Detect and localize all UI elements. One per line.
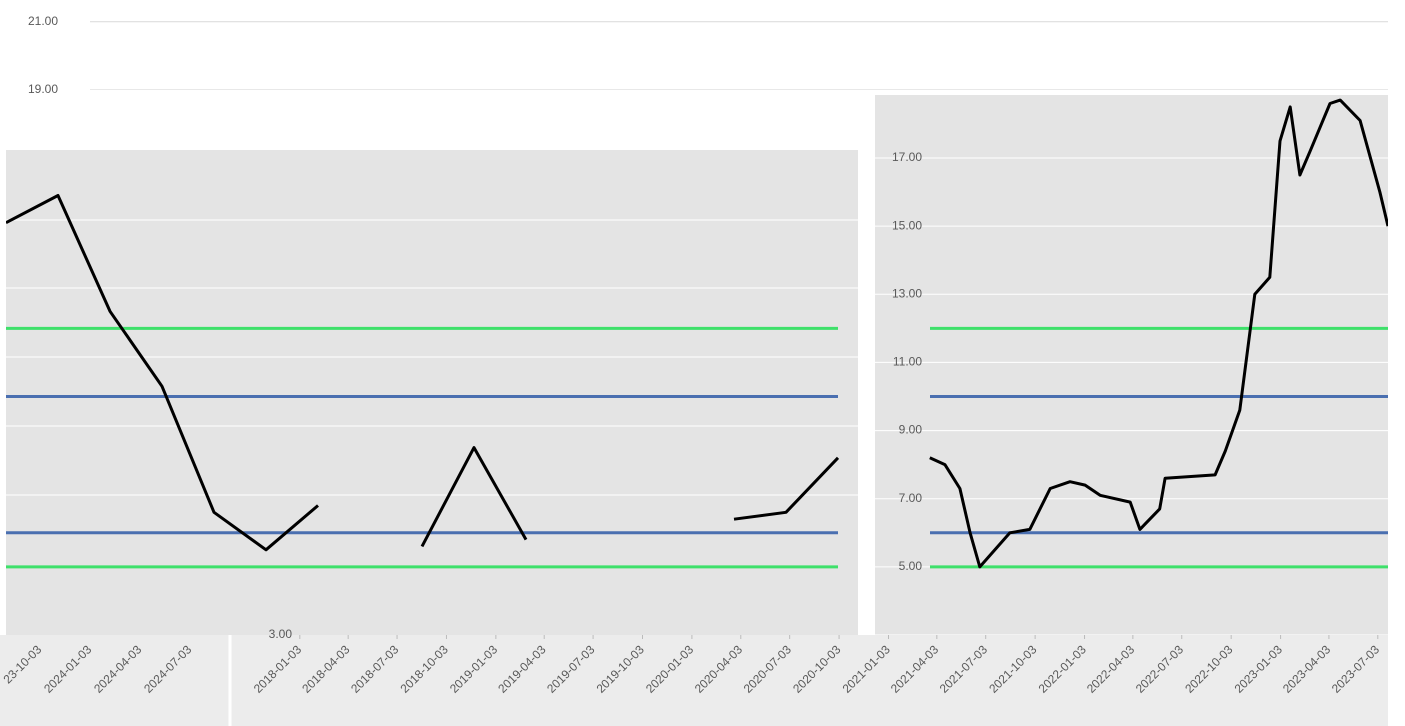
y-tick-label: 17.00: [892, 150, 922, 164]
y-tick-label: 9.00: [899, 423, 923, 437]
left-plot: [6, 194, 858, 569]
y-tick-label: 19.00: [28, 82, 58, 96]
y-tick-label: 13.00: [892, 286, 922, 300]
y-tick-label: 15.00: [892, 218, 922, 232]
y-tick-label: 21.00: [28, 14, 58, 28]
y-tick-label: 7.00: [899, 491, 923, 505]
y-tick-label: 5.00: [899, 559, 923, 573]
series-line: [733, 456, 840, 521]
y-tick-label: 3.00: [269, 627, 293, 641]
right-panel: [875, 95, 1388, 635]
series-line: [929, 98, 1388, 569]
series-line: [6, 194, 319, 552]
y-tick-label: 11.00: [893, 355, 922, 369]
left-panel: [6, 150, 858, 635]
series-line: [420, 446, 528, 548]
